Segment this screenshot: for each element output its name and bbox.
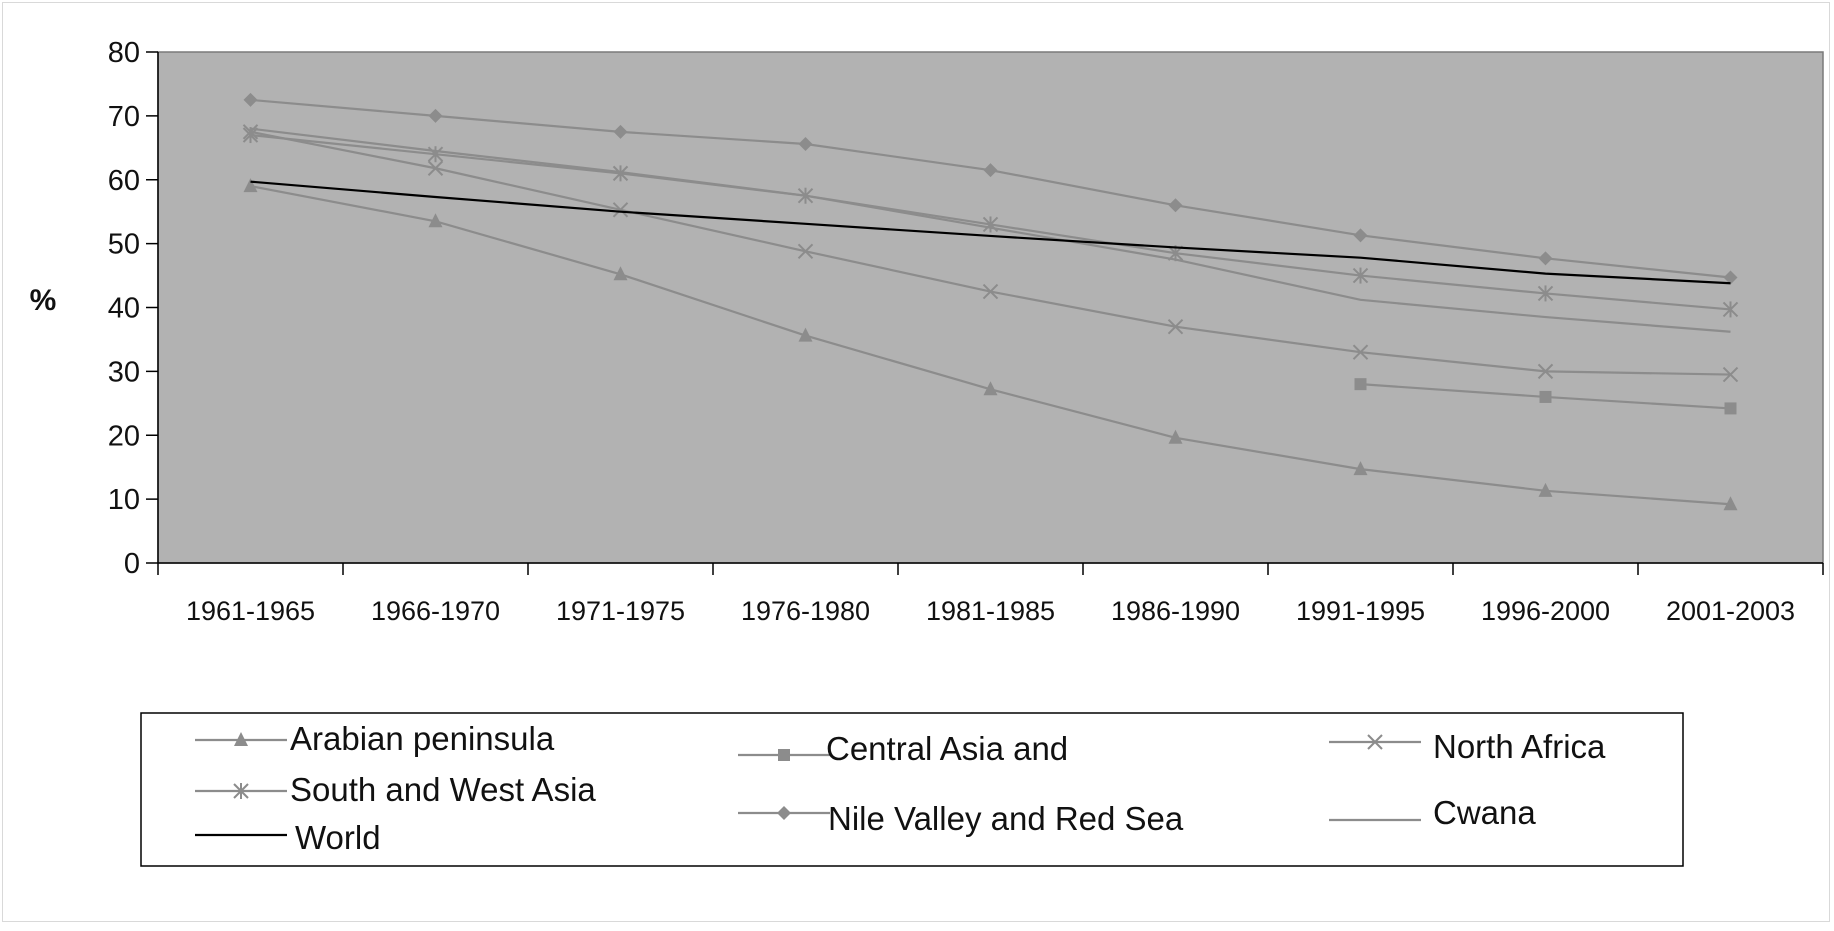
data-point <box>1723 496 1738 511</box>
series-line-cwana <box>250 127 1731 333</box>
data-point <box>798 136 813 151</box>
plot-area <box>157 51 1824 564</box>
data-point <box>427 160 444 176</box>
x-tick-label: 1996-2000 <box>1481 596 1610 626</box>
y-tick-label: 10 <box>108 484 140 516</box>
data-point <box>1537 363 1554 380</box>
legend-label: Arabian peninsula <box>290 720 555 757</box>
legend-item-south-and-west-asia: South and West Asia <box>195 771 596 808</box>
y-tick-label: 40 <box>108 293 140 325</box>
legend-label: Nile Valley and Red Sea <box>828 800 1184 837</box>
x-tick-label: 1991-1995 <box>1296 596 1425 626</box>
data-point <box>613 124 628 139</box>
series-north-africa <box>242 124 1739 383</box>
legend-items: Arabian peninsula Central Asia and North A… <box>195 720 1606 856</box>
legend-marker <box>777 806 791 820</box>
legend-label: Cwana <box>1433 794 1536 831</box>
series-world <box>250 180 1731 285</box>
series-south-and-west-asia <box>242 127 1739 318</box>
data-point <box>1167 318 1184 335</box>
legend-item-north-africa: North Africa <box>1329 728 1606 765</box>
legend-item-nile-valley-and-red-sea: Nile Valley and Red Sea <box>738 800 1184 837</box>
y-tick-label: 80 <box>108 37 140 69</box>
y-axis-label: % <box>30 284 57 317</box>
legend-marker <box>1367 734 1383 750</box>
series-cwana <box>250 127 1731 333</box>
data-point <box>243 178 258 193</box>
legend-marker <box>778 749 790 761</box>
data-point <box>613 266 628 281</box>
data-point <box>612 202 629 218</box>
x-tick-label: 2001-2003 <box>1666 596 1795 626</box>
legend-marker <box>233 783 249 799</box>
x-tick-label: 1981-1985 <box>926 596 1055 626</box>
series-line-world <box>250 180 1731 285</box>
data-point <box>1537 285 1554 302</box>
y-tick-label: 20 <box>108 420 140 452</box>
data-point <box>612 165 629 182</box>
data-point <box>797 243 814 259</box>
x-tick-label: 1966-1970 <box>371 596 500 626</box>
data-point <box>1352 267 1369 284</box>
data-point <box>1538 251 1553 266</box>
data-point <box>1354 378 1367 391</box>
legend <box>140 712 1684 867</box>
y-tick-label: 0 <box>124 548 140 580</box>
legend-label: North Africa <box>1433 728 1606 765</box>
y-tick-label: 50 <box>108 229 140 261</box>
x-tick-label: 1976-1980 <box>741 596 870 626</box>
data-point <box>1539 390 1552 403</box>
series-central-asia-and <box>1354 378 1737 415</box>
data-point <box>1168 429 1183 444</box>
data-point <box>428 213 443 228</box>
data-point <box>1724 402 1737 415</box>
legend-label: Central Asia and <box>826 730 1068 767</box>
data-point <box>1353 228 1368 243</box>
series-layer <box>242 92 1739 511</box>
x-tick-label: 1986-1990 <box>1111 596 1240 626</box>
data-point <box>798 327 813 342</box>
data-point <box>982 283 999 300</box>
data-point <box>243 92 258 107</box>
y-tick-label: 60 <box>108 165 140 197</box>
x-tick-label: 1961-1965 <box>186 596 315 626</box>
series-nile-valley-and-red-sea <box>243 92 1738 285</box>
data-point <box>1722 366 1739 383</box>
y-tick-label: 30 <box>108 356 140 388</box>
legend-item-world: World <box>195 819 381 856</box>
data-point <box>1722 301 1739 318</box>
data-point <box>983 381 998 396</box>
legend-label: South and West Asia <box>290 771 596 808</box>
data-point <box>1538 482 1553 497</box>
x-tick-label: 1971-1975 <box>556 596 685 626</box>
legend-item-arabian-peninsula: Arabian peninsula <box>195 720 555 757</box>
legend-item-central-asia-and: Central Asia and <box>738 730 1068 767</box>
data-point <box>428 108 443 123</box>
legend-label: World <box>295 819 381 856</box>
legend-item-cwana: Cwana <box>1329 794 1536 831</box>
legend-marker <box>234 732 248 746</box>
y-tick-label: 70 <box>108 101 140 133</box>
data-point <box>983 163 998 178</box>
data-point <box>1168 198 1183 213</box>
data-point <box>1353 461 1368 476</box>
data-point <box>1723 270 1738 285</box>
axes: 0 10 20 30 40 50 60 70 80 1961-1965 1966-1970 1971-… <box>108 37 1824 626</box>
data-point <box>1352 344 1369 360</box>
series-arabian-peninsula <box>243 178 1738 511</box>
